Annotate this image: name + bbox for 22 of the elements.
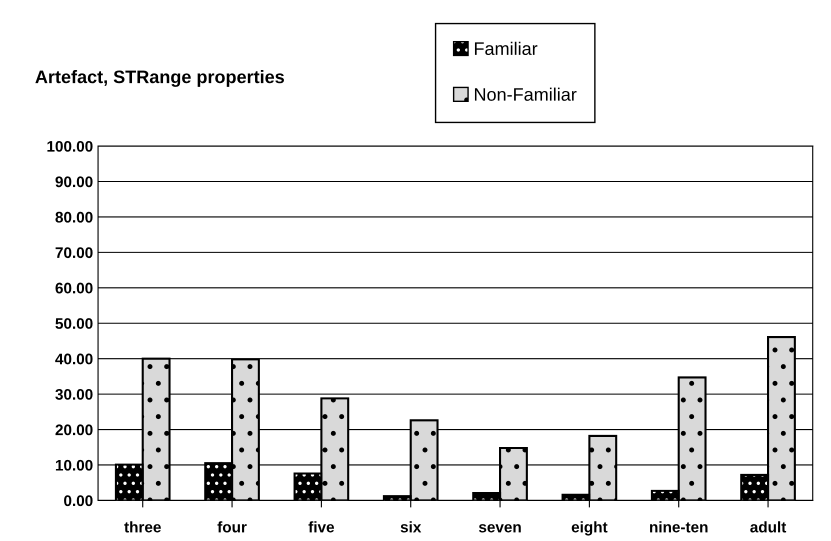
- y-tick-label: 0.00: [64, 495, 93, 506]
- legend-label: Non-Familiar: [474, 88, 577, 101]
- x-tick-label: five: [308, 521, 334, 532]
- x-tick-label: adult: [750, 521, 786, 532]
- y-tick-label: 20.00: [56, 424, 93, 436]
- legend-label: Familiar: [474, 42, 538, 56]
- y-tick-label: 40.00: [55, 354, 93, 364]
- y-tick-label: 10.00: [56, 460, 93, 471]
- y-tick-label: 30.00: [55, 388, 93, 400]
- x-tick-label: six: [400, 521, 422, 532]
- chart-title: Artefact, STRange properties: [35, 70, 284, 87]
- y-tick-label: 100.00: [47, 140, 93, 152]
- y-tick-label: 50.00: [55, 318, 93, 329]
- x-tick-label: nine-ten: [650, 521, 708, 532]
- y-tick-label: 70.00: [56, 247, 93, 258]
- y-tick-label: 90.00: [56, 176, 93, 188]
- x-tick-label: four: [217, 521, 247, 532]
- y-tick-label: 80.00: [55, 212, 93, 223]
- y-tick-label: 60.00: [56, 282, 93, 294]
- x-tick-label: eight: [572, 521, 608, 536]
- x-tick-label: three: [124, 521, 161, 532]
- x-tick-label: seven: [478, 524, 521, 532]
